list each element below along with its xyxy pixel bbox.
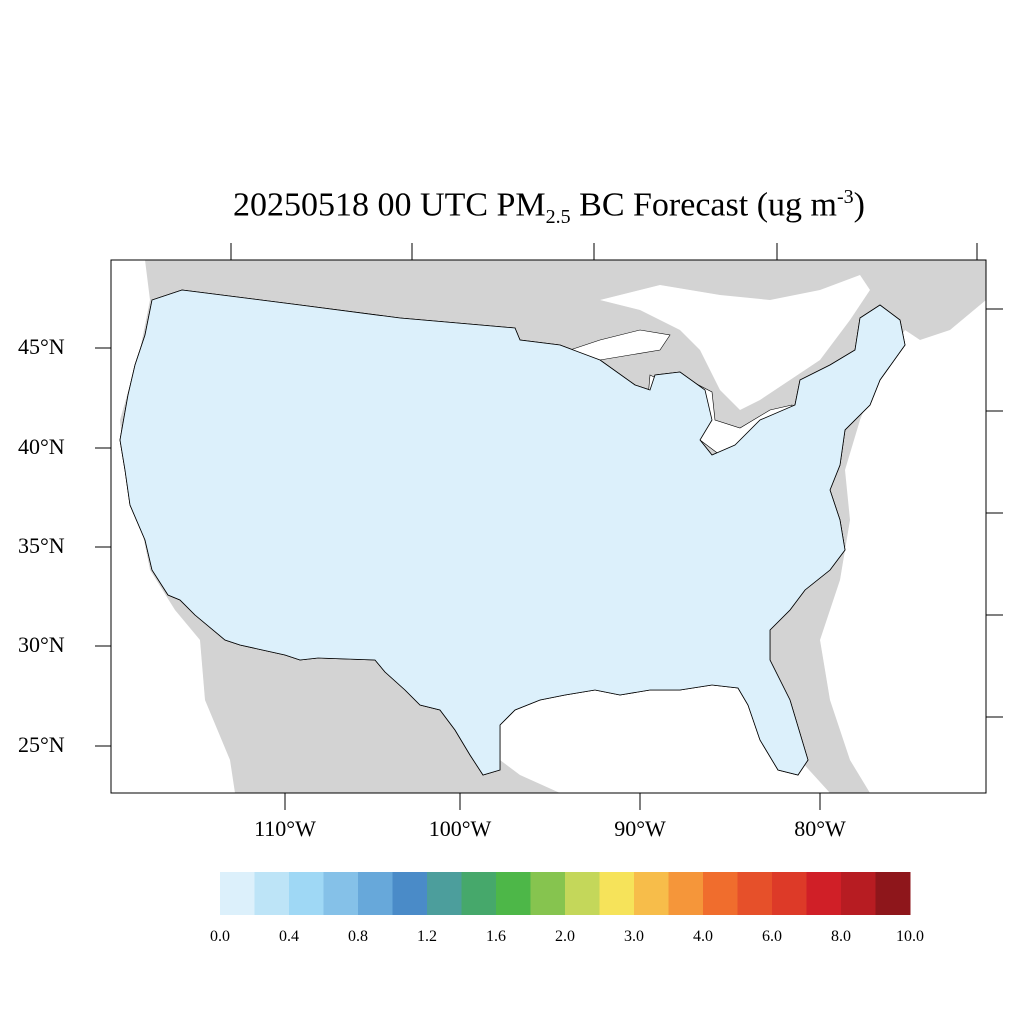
colorbar-swatch [841, 872, 876, 915]
colorbar-swatch [530, 872, 566, 915]
colorbar-swatch [358, 872, 393, 915]
map-frame [110, 259, 987, 794]
colorbar-swatch [875, 872, 911, 915]
bottom-ticks [284, 793, 821, 810]
lon-label-90: 90°W [614, 816, 666, 841]
colorbar-swatch [772, 872, 807, 915]
colorbar-swatch [599, 872, 635, 915]
lat-label-35: 35°N [18, 533, 65, 558]
colorbar-tick-label: 3.0 [624, 928, 644, 945]
northern-water [600, 275, 870, 410]
colorbar-tick-label: 0.0 [210, 928, 230, 945]
left-ticks [95, 347, 111, 747]
colorbar-swatch [289, 872, 324, 915]
colorbar-swatch [392, 872, 428, 915]
colorbar-swatch [496, 872, 531, 915]
lon-label-110: 110°W [254, 816, 316, 841]
lat-label-30: 30°N [18, 632, 65, 657]
colorbar-swatch [737, 872, 773, 915]
colorbar-tick-label: 4.0 [693, 928, 713, 945]
lat-label-40: 40°N [18, 434, 65, 459]
lon-label-80: 80°W [794, 816, 846, 841]
colorbar-swatch [427, 872, 462, 915]
lake-superior [569, 329, 671, 361]
colorbar-tick-label: 2.0 [555, 928, 575, 945]
atlantic-ocean [820, 300, 986, 793]
top-ticks [230, 243, 978, 260]
colorbar-swatch [634, 872, 669, 915]
colorbar-tick-label: 0.8 [348, 928, 368, 945]
colorbar-swatch [703, 872, 738, 915]
colorbar-swatch [565, 872, 600, 915]
colorbar-swatch [461, 872, 497, 915]
lat-label-45: 45°N [18, 334, 65, 359]
colorbar-swatch [254, 872, 290, 915]
colorbar-swatch [220, 872, 255, 915]
lon-label-100: 100°W [428, 816, 492, 841]
colorbar-swatch [323, 872, 359, 915]
colorbar-tick-label: 0.4 [279, 928, 299, 945]
colorbar-swatch [806, 872, 842, 915]
pacific-ocean [111, 260, 235, 793]
lat-label-25: 25°N [18, 732, 65, 757]
colorbar-tick-label: 10.0 [896, 928, 924, 945]
colorbar-tick-label: 8.0 [831, 928, 851, 945]
colorbar-tick-label: 1.2 [417, 928, 437, 945]
colorbar [220, 872, 911, 915]
colorbar-tick-label: 6.0 [762, 928, 782, 945]
right-ticks [986, 308, 1003, 718]
map-title: 20250518 00 UTC PM2.5 BC Forecast (ug m-… [233, 186, 865, 229]
colorbar-swatch [668, 872, 704, 915]
colorbar-tick-label: 1.6 [486, 928, 506, 945]
